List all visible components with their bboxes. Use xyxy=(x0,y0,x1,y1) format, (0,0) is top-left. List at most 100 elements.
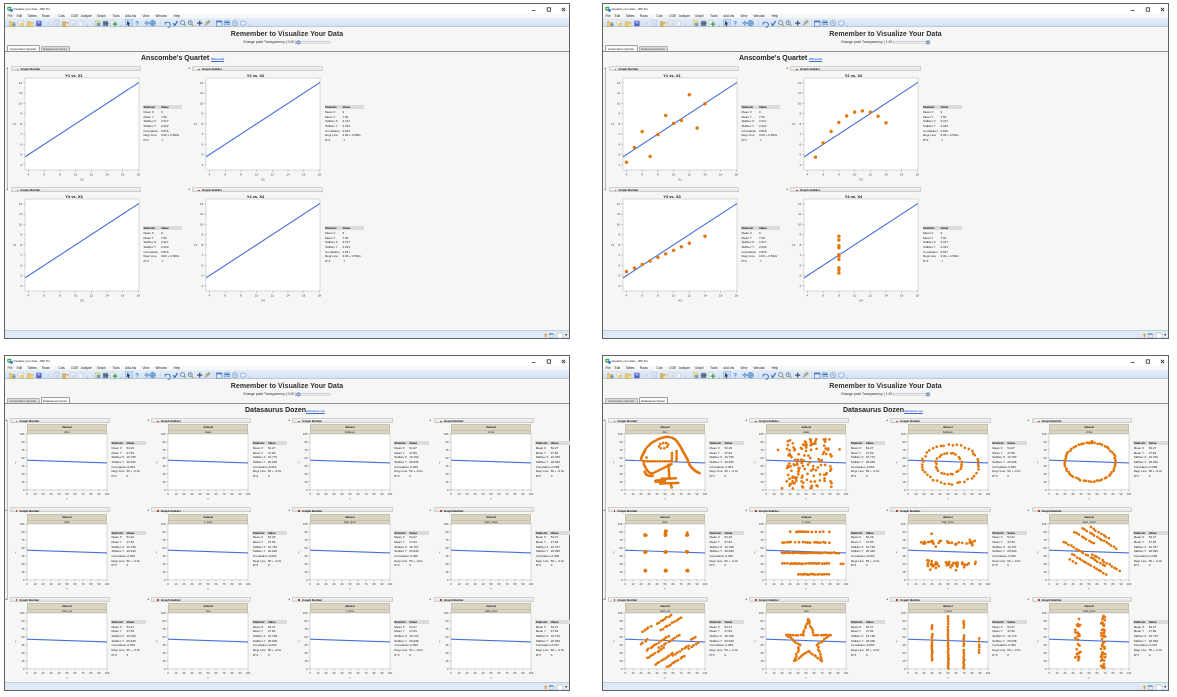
svg-text:y: y xyxy=(439,550,441,554)
svg-text:12: 12 xyxy=(18,202,22,206)
svg-text:100: 100 xyxy=(246,582,251,586)
svg-text:100: 100 xyxy=(703,671,708,675)
svg-text:4: 4 xyxy=(27,294,29,298)
svg-text:X3: X3 xyxy=(80,299,84,303)
svg-text:90: 90 xyxy=(1120,671,1123,675)
svg-text:11: 11 xyxy=(798,212,801,216)
svg-text:5: 5 xyxy=(618,153,620,157)
svg-text:14: 14 xyxy=(286,173,290,177)
svg-text:60: 60 xyxy=(813,582,816,586)
svg-text:10: 10 xyxy=(773,582,776,586)
svg-text:Y1: Y1 xyxy=(12,122,16,126)
svg-text:50: 50 xyxy=(1088,582,1091,586)
svg-text:x: x xyxy=(664,497,666,501)
svg-text:30: 30 xyxy=(474,671,477,675)
svg-text:105: 105 xyxy=(759,432,764,436)
svg-text:70: 70 xyxy=(223,492,226,496)
svg-text:30: 30 xyxy=(304,472,308,476)
svg-text:90: 90 xyxy=(163,440,167,444)
svg-text:y: y xyxy=(896,460,898,464)
svg-text:60: 60 xyxy=(954,582,957,586)
svg-text:80: 80 xyxy=(372,492,375,496)
svg-text:4: 4 xyxy=(807,173,809,177)
svg-text:5: 5 xyxy=(20,274,22,278)
svg-text:0: 0 xyxy=(26,671,28,675)
svg-text:8: 8 xyxy=(20,243,22,247)
svg-text:16: 16 xyxy=(900,173,904,177)
svg-text:,: , xyxy=(685,374,686,380)
svg-text:4: 4 xyxy=(202,163,204,167)
svg-text:60: 60 xyxy=(671,671,674,675)
svg-text:30: 30 xyxy=(648,492,651,496)
svg-text:30: 30 xyxy=(1072,492,1075,496)
svg-text:10: 10 xyxy=(1056,492,1059,496)
svg-text:60: 60 xyxy=(498,671,501,675)
svg-text:12: 12 xyxy=(89,173,93,177)
svg-text:?: ? xyxy=(135,21,139,28)
svg-text:90: 90 xyxy=(902,440,906,444)
svg-text:90: 90 xyxy=(978,492,981,496)
svg-text:6: 6 xyxy=(202,143,204,147)
svg-text:40: 40 xyxy=(199,582,202,586)
svg-text:60: 60 xyxy=(1096,582,1099,586)
svg-text:20: 20 xyxy=(183,492,186,496)
svg-text:105: 105 xyxy=(161,432,166,436)
svg-text:105: 105 xyxy=(20,611,25,615)
svg-text:40: 40 xyxy=(797,582,800,586)
svg-text:20: 20 xyxy=(781,492,784,496)
svg-text:,: , xyxy=(718,374,719,380)
svg-text:6: 6 xyxy=(224,294,226,298)
svg-text:90: 90 xyxy=(695,582,698,586)
svg-text:90: 90 xyxy=(522,671,525,675)
svg-text:100: 100 xyxy=(986,492,991,496)
svg-text:105: 105 xyxy=(303,522,308,526)
svg-text:105: 105 xyxy=(618,611,623,615)
svg-text:90: 90 xyxy=(97,582,100,586)
svg-text:10: 10 xyxy=(1056,582,1059,586)
svg-text:40: 40 xyxy=(58,671,61,675)
svg-text:45: 45 xyxy=(304,643,308,647)
svg-text:40: 40 xyxy=(340,671,343,675)
svg-text:90: 90 xyxy=(163,530,167,534)
svg-text:20: 20 xyxy=(922,671,925,675)
svg-text:16: 16 xyxy=(718,294,722,298)
svg-text:7: 7 xyxy=(202,253,204,257)
svg-text:100: 100 xyxy=(844,671,849,675)
svg-text:,: , xyxy=(847,22,848,28)
svg-text:60: 60 xyxy=(498,582,501,586)
svg-text:60: 60 xyxy=(761,635,765,639)
svg-text:10: 10 xyxy=(458,582,461,586)
svg-text:45: 45 xyxy=(619,554,623,558)
svg-text:4: 4 xyxy=(625,173,627,177)
svg-text:45: 45 xyxy=(761,464,765,468)
svg-text:90: 90 xyxy=(837,492,840,496)
svg-text:0: 0 xyxy=(1048,492,1050,496)
svg-text:50: 50 xyxy=(348,671,351,675)
svg-text:0: 0 xyxy=(1048,582,1050,586)
svg-text:x: x xyxy=(66,676,68,680)
svg-text:Y4: Y4 xyxy=(792,243,796,247)
svg-text:20: 20 xyxy=(922,582,925,586)
svg-text:80: 80 xyxy=(372,582,375,586)
svg-text:70: 70 xyxy=(506,492,509,496)
svg-text:50: 50 xyxy=(805,492,808,496)
svg-text:15: 15 xyxy=(304,659,308,663)
svg-text:6: 6 xyxy=(618,264,620,268)
svg-text:60: 60 xyxy=(1043,635,1047,639)
svg-text:105: 105 xyxy=(1042,522,1047,526)
svg-text:75: 75 xyxy=(163,538,167,542)
svg-text:105: 105 xyxy=(161,611,166,615)
svg-text:14: 14 xyxy=(884,294,888,298)
svg-text:20: 20 xyxy=(183,671,186,675)
svg-text:100: 100 xyxy=(388,492,393,496)
svg-text:14: 14 xyxy=(703,294,707,298)
svg-text:8: 8 xyxy=(202,243,204,247)
svg-text:60: 60 xyxy=(813,671,816,675)
svg-text:100: 100 xyxy=(986,582,991,586)
svg-text:8: 8 xyxy=(20,122,22,126)
svg-text:90: 90 xyxy=(695,671,698,675)
svg-text:y: y xyxy=(754,550,756,554)
svg-text:x: x xyxy=(349,497,351,501)
svg-text:70: 70 xyxy=(821,582,824,586)
svg-text:60: 60 xyxy=(619,546,623,550)
